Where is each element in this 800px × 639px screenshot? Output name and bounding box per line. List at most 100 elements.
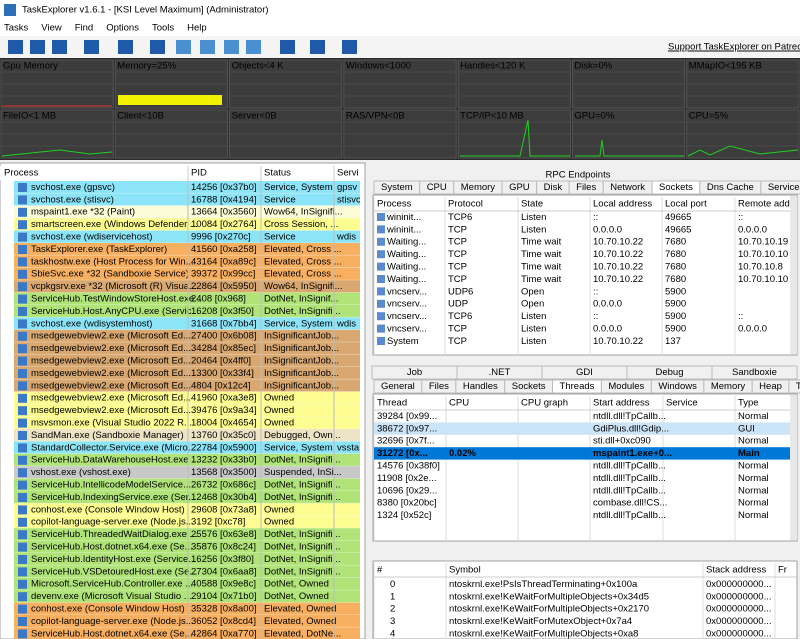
tab-label[interactable]: GPU <box>509 182 530 193</box>
process-cell[interactable]: svchost.exe (wdisystemhost) <box>31 318 152 329</box>
socket-cell: TCP <box>448 324 467 335</box>
thread-cell[interactable]: 10696 [0x29... <box>377 485 437 496</box>
tab-label[interactable]: Threads <box>560 381 595 392</box>
process-cell[interactable]: SandMan.exe (Sandboxie Manager) <box>31 430 184 441</box>
process-icon <box>18 493 27 502</box>
tab-label[interactable]: Memory <box>711 381 746 392</box>
tab-label[interactable]: Files <box>429 381 449 392</box>
tab-label[interactable]: Memory <box>461 182 496 193</box>
menu-item[interactable]: Options <box>106 23 139 34</box>
thread-cell[interactable]: 11908 [0x2e... <box>377 473 437 484</box>
process-cell: DotNet, InSignifi... <box>264 492 341 503</box>
process-cell: wdis <box>336 318 356 329</box>
process-cell[interactable]: msedgewebview2.exe (Microsoft Ed... <box>31 368 191 379</box>
tab-label[interactable]: System <box>381 182 413 193</box>
process-cell[interactable]: ServiceHub.TestWindowStoreHost.exe... <box>31 294 202 305</box>
tab-label[interactable]: .NET <box>489 367 511 378</box>
tab-label[interactable]: Sandboxie <box>732 367 777 378</box>
process-cell[interactable]: msedgewebview2.exe (Microsoft Ed... <box>31 393 191 404</box>
process-cell[interactable]: ServiceHub.VSDetouredHost.exe (Se... <box>31 566 197 577</box>
memory-bar <box>118 95 222 105</box>
tab-label[interactable]: Sockets <box>659 182 693 193</box>
process-cell[interactable]: ServiceHub.IdentityHost.exe (Service... <box>31 554 196 565</box>
process-cell[interactable]: TaskExplorer.exe (TaskExplorer) <box>31 244 167 255</box>
process-cell[interactable]: ServiceHub.Host.dotnet.x64.exe (Se... <box>31 628 193 639</box>
tab-label[interactable]: CPU <box>427 182 447 193</box>
process-cell[interactable]: ServiceHub.DataWarehouseHost.exe ... <box>31 455 199 466</box>
process-icon <box>18 592 27 602</box>
tab-label[interactable]: Modules <box>608 381 644 392</box>
tab-label[interactable]: Disk <box>544 182 563 193</box>
thread-cell[interactable]: 8380 [0x20bc] <box>377 498 437 509</box>
tab-label[interactable]: Sockets <box>512 381 546 392</box>
process-cell[interactable]: vcpkgsrv.exe *32 (Microsoft (R) Visua... <box>31 281 197 292</box>
process-cell[interactable]: svchost.exe (gpsvc) <box>31 182 115 193</box>
process-cell[interactable]: smartscreen.exe (Windows Defender ... <box>31 219 198 230</box>
toolbar-button <box>150 40 165 54</box>
process-cell[interactable]: copilot-language-server.exe (Node.js... <box>31 616 194 627</box>
process-cell[interactable]: mspaint1.exe *32 (Paint) <box>31 207 135 218</box>
thread-cell[interactable]: 39284 [0x99... <box>377 411 437 422</box>
process-cell[interactable]: svchost.exe (stisvc) <box>31 194 114 205</box>
process-cell[interactable]: ServiceHub.Host.AnyCPU.exe (Servic... <box>31 306 199 317</box>
process-cell[interactable]: msedgewebview2.exe (Microsoft Ed... <box>31 343 191 354</box>
process-cell[interactable]: conhost.exe (Console Window Host) <box>31 604 185 615</box>
tab-bg <box>788 379 800 394</box>
tab-label[interactable]: Debug <box>656 367 684 378</box>
socket-cell: 10.70.10.22 <box>593 249 643 260</box>
process-cell: Elevated, Cross ... <box>264 269 342 280</box>
process-cell[interactable]: copilot-language-server.exe (Node.js... <box>31 517 194 528</box>
tab-label[interactable]: Heap <box>759 381 782 392</box>
tab-label[interactable]: Job <box>407 367 422 378</box>
tab-label[interactable]: Files <box>576 182 596 193</box>
process-row <box>14 515 360 529</box>
process-icon <box>18 369 27 378</box>
process-cell[interactable]: svchost.exe (wdiservicehost) <box>31 232 152 243</box>
process-cell[interactable]: msedgewebview2.exe (Microsoft Ed... <box>31 356 191 367</box>
menu-item[interactable]: Tasks <box>4 23 29 34</box>
process-cell[interactable]: StandardCollector.Service.exe (Micro... <box>31 442 196 453</box>
process-cell[interactable]: msedgewebview2.exe (Microsoft Ed... <box>31 380 191 391</box>
thread-cell[interactable]: 38672 [0x97... <box>377 423 437 434</box>
tab-label[interactable]: GDI <box>576 367 593 378</box>
socket-cell: System <box>387 336 419 347</box>
process-cell[interactable]: msedgewebview2.exe (Microsoft Ed... <box>31 405 191 416</box>
process-cell[interactable]: ServiceHub.IntellicodeModelService.... <box>31 480 194 491</box>
process-cell[interactable]: taskhostw.exe (Host Process for Win... <box>31 256 194 267</box>
process-cell: Elevated, Owned <box>264 604 336 615</box>
thread-cell[interactable]: 31272 [0x... <box>377 448 428 459</box>
thread-cell[interactable]: 14576 [0x38f0] <box>377 461 440 472</box>
socket-cell: wininit... <box>386 212 421 223</box>
menu-item[interactable]: Find <box>75 23 93 34</box>
process-cell[interactable]: conhost.exe (Console Window Host) <box>31 504 185 515</box>
process-cell[interactable]: msedgewebview2.exe (Microsoft Ed... <box>31 331 191 342</box>
process-cell[interactable]: SbieSvc.exe *32 (Sandboxie Service) <box>31 269 189 280</box>
menu-item[interactable]: Help <box>187 23 207 34</box>
process-cell[interactable]: msvsmon.exe (Visual Studio 2022 R... <box>31 418 192 429</box>
tab-label[interactable]: Network <box>610 182 645 193</box>
tab-label[interactable]: General <box>381 381 415 392</box>
process-cell[interactable]: ServiceHub.IndexingService.exe (Ser... <box>31 492 196 503</box>
process-cell: Service, System <box>264 318 333 329</box>
process-cell[interactable]: devenv.exe (Microsoft Visual Studio ... <box>31 591 192 602</box>
thread-cell[interactable]: 1324 [0x52c] <box>377 510 431 521</box>
thread-cell: Normal <box>738 485 769 496</box>
column-header: Process <box>4 168 39 179</box>
process-cell[interactable]: vshost.exe (vshost.exe) <box>31 467 131 478</box>
process-row <box>14 466 360 479</box>
patreon-link[interactable]: Support TaskExplorer on Patreon <box>668 42 800 53</box>
tab-label[interactable]: Token <box>796 381 800 392</box>
tab-label[interactable]: Dns Cache <box>707 182 754 193</box>
process-cell: 25576 [0x63e8] <box>191 529 257 540</box>
process-cell[interactable]: Microsoft.ServiceHub.Controller.exe ... <box>31 579 193 590</box>
process-cell: Wow64, InSignifi... <box>264 281 343 292</box>
menu-item[interactable]: Tools <box>152 23 174 34</box>
tab-label[interactable]: Windows <box>658 381 697 392</box>
menu-item[interactable]: View <box>41 23 62 34</box>
thread-cell[interactable]: 32696 [0x7f... <box>377 436 435 447</box>
process-cell[interactable]: ServiceHub.Host.dotnet.x64.exe (Se... <box>31 542 193 553</box>
tab-label[interactable]: Handles <box>463 381 498 392</box>
process-cell: 2408 [0x968] <box>191 294 246 305</box>
process-cell[interactable]: ServiceHub.ThreadedWaitDialog.exe ... <box>31 529 198 540</box>
